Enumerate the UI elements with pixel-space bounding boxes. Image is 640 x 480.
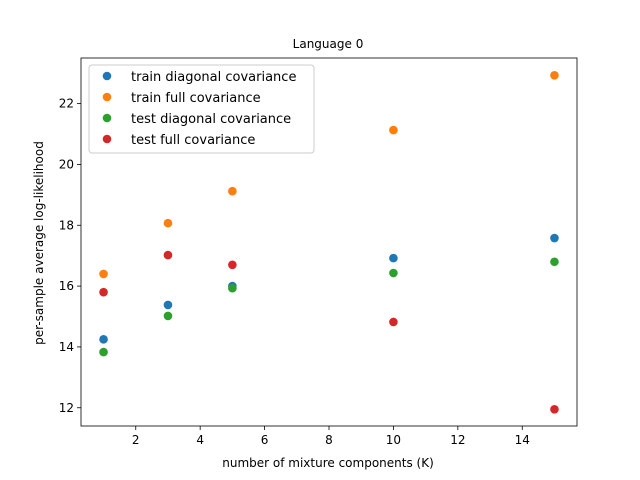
plot-area: 2 4 6 8 10 12 14 12 14 16 18 20 22 [59,57,578,447]
data-point-series-0 [163,300,173,310]
data-point-series-1 [99,269,108,279]
data-point-series-2 [163,311,173,321]
x-tick-label: 10 [386,433,401,447]
legend: train diagonal covariance train full cova… [88,64,315,154]
data-point-series-0 [99,335,108,344]
data-point-series-1 [389,125,398,135]
x-tick-label: 4 [196,433,204,447]
data-point-series-2 [228,283,237,293]
data-point-series-3 [550,404,559,414]
legend-marker-2 [102,113,112,123]
x-tick-label: 12 [450,433,465,447]
data-point-series-2 [550,257,559,267]
legend-label-2: test diagonal covariance [131,112,291,127]
legend-marker-1 [102,92,112,102]
y-tick-label: 12 [59,401,74,415]
legend-label-0: train diagonal covariance [131,70,296,85]
legend-marker-3 [102,134,112,144]
legend-marker-0 [102,71,112,81]
y-tick-label: 14 [59,340,74,354]
x-tick-label: 2 [132,433,140,447]
chart-title: Language 0 [293,37,364,51]
y-tick-label: 16 [59,279,74,293]
data-point-series-1 [550,71,559,80]
y-tick-label: 22 [59,97,74,111]
data-point-series-3 [228,260,237,270]
legend-box [88,64,315,154]
y-tick-label: 18 [59,218,74,232]
data-point-series-3 [99,287,108,297]
data-point-series-2 [389,268,398,278]
data-point-series-3 [163,250,173,260]
data-point-series-0 [550,233,559,243]
data-point-series-1 [228,186,237,196]
data-point-series-1 [163,218,173,228]
x-tick-label: 14 [515,433,530,447]
x-axis-label: number of mixture components (K) [222,456,434,470]
data-point-series-2 [99,347,108,357]
data-point-series-3 [389,317,398,327]
x-tick-label: 6 [261,433,269,447]
x-tick-label: 8 [325,433,333,447]
y-tick-label: 20 [59,157,74,171]
legend-label-3: test full covariance [131,133,255,148]
y-axis-label: per-sample average log-likelihood [32,141,46,345]
legend-label-1: train full covariance [131,91,261,106]
data-point-series-0 [389,253,398,263]
